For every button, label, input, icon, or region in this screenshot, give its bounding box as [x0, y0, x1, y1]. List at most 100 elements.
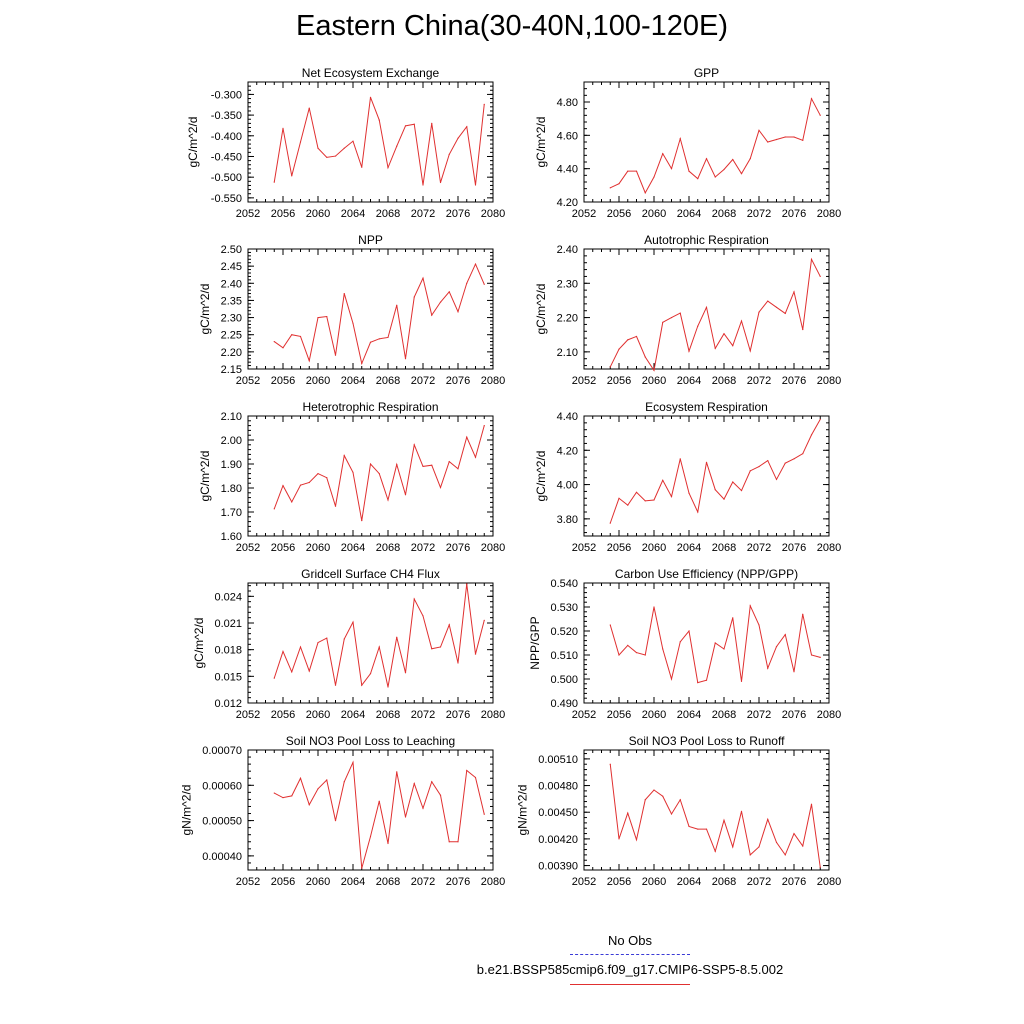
data-point [457, 137, 459, 139]
data-point [732, 617, 734, 619]
data-point [413, 782, 415, 785]
data-point [758, 129, 760, 131]
data-point [457, 841, 459, 843]
panel-10: Soil NO3 Pool Loss to Runoff 2052 2056 2060… [516, 734, 842, 888]
x-tick-label: 2080 [481, 709, 505, 721]
data-point [483, 619, 485, 621]
data-point [714, 176, 716, 178]
x-tick-label: 2072 [747, 709, 771, 721]
data-point [810, 434, 813, 436]
data-point [273, 508, 275, 510]
data-point [767, 818, 769, 820]
x-tick-label: 2080 [481, 208, 505, 220]
x-tick-label: 2068 [376, 709, 400, 721]
y-tick-label: 2.25 [221, 330, 242, 342]
data-point [697, 511, 699, 513]
x-tick-label: 2076 [782, 542, 806, 554]
y-tick-label: 4.40 [557, 164, 578, 176]
data-point [378, 473, 380, 475]
data-point [299, 141, 302, 143]
y-axis-label: gC/m^2/d [198, 284, 212, 335]
data-point [352, 621, 354, 623]
data-point [431, 314, 433, 316]
data-point [609, 763, 611, 765]
data-point [714, 489, 716, 491]
y-tick-label: 2.10 [557, 347, 578, 359]
data-point [749, 158, 751, 160]
data-point [387, 336, 389, 339]
data-point [609, 187, 611, 189]
data-point [413, 296, 415, 298]
x-tick-label: 2076 [446, 542, 470, 554]
y-axis-label: gN/m^2/d [516, 785, 530, 836]
x-tick-label: 2060 [306, 876, 330, 888]
data-point [627, 170, 629, 172]
data-point [793, 136, 795, 138]
data-point [431, 122, 433, 124]
data-point [810, 258, 813, 260]
data-point [448, 153, 450, 156]
x-tick-label: 2068 [376, 876, 400, 888]
data-point [749, 470, 751, 472]
y-axis-label: gC/m^2/d [192, 618, 206, 669]
data-point [474, 653, 477, 655]
x-tick-label: 2060 [306, 709, 330, 721]
x-tick-label: 2072 [411, 876, 435, 888]
y-tick-label: 2.35 [221, 295, 242, 307]
x-tick-label: 2056 [607, 876, 631, 888]
x-tick-label: 2076 [446, 876, 470, 888]
data-point [749, 605, 751, 607]
x-tick-label: 2060 [306, 375, 330, 387]
data-point [793, 832, 795, 835]
y-tick-label: 2.10 [221, 411, 242, 423]
data-point [483, 103, 485, 105]
x-tick-label: 2052 [236, 208, 260, 220]
data-point [767, 141, 769, 143]
data-point [334, 505, 337, 507]
data-point [810, 803, 813, 805]
data-point [404, 358, 407, 360]
data-point [714, 850, 716, 852]
data-point [273, 181, 275, 183]
data-point [670, 813, 673, 815]
data-point [644, 356, 646, 358]
figure-title: Eastern China(30-40N,100-120E) [295, 10, 729, 42]
y-tick-label: 4.20 [557, 197, 578, 209]
panel-8: Carbon Use Efficiency (NPP/GPP) 2052 2056 2… [528, 567, 841, 721]
y-tick-label: 0.00510 [538, 754, 578, 766]
data-point [802, 613, 804, 615]
data-point [282, 127, 284, 129]
data-point [775, 478, 778, 481]
panel-4: Autotrophic Respiration 2052 2056 2060 2064 2… [534, 233, 841, 387]
y-tick-label: 1.70 [221, 507, 242, 519]
data-point [466, 126, 468, 128]
y-tick-label: 0.015 [214, 671, 242, 683]
data-point [326, 637, 328, 639]
data-point [378, 646, 380, 648]
data-point [714, 347, 716, 350]
data-point [688, 492, 690, 494]
data-point [361, 684, 363, 686]
x-tick-label: 2056 [271, 375, 295, 387]
plot-frame [583, 415, 830, 537]
panel-5: Heterotrophic Respiration 2052 2056 2060 206… [198, 400, 505, 554]
x-tick-label: 2072 [747, 876, 771, 888]
data-point [369, 673, 372, 675]
data-point [740, 173, 743, 175]
data-point [723, 648, 725, 650]
x-tick-label: 2076 [782, 208, 806, 220]
data-point [688, 170, 690, 172]
y-tick-label: 2.20 [221, 347, 242, 359]
data-point [714, 642, 716, 644]
panel-6: Ecosystem Respiration 2052 2056 2060 2064 206… [534, 400, 841, 554]
data-point [644, 654, 646, 656]
panel-title: GPP [694, 66, 719, 80]
series-line [274, 760, 485, 869]
x-tick-label: 2052 [572, 542, 596, 554]
data-point [343, 455, 345, 457]
y-tick-label: 0.018 [214, 645, 242, 657]
data-point [662, 795, 664, 797]
panel-3: NPP 2052 2056 2060 2064 2068 2072 2076 2080 2.15 2… [198, 233, 505, 387]
data-point [784, 634, 786, 636]
